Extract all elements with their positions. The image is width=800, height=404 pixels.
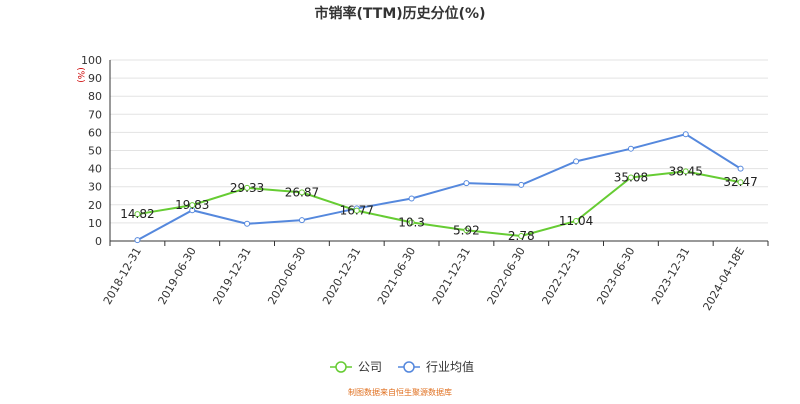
series-point-1 [518, 181, 525, 188]
series-point-0 [737, 179, 744, 186]
series-line-0 [137, 170, 741, 237]
series-point-1 [682, 131, 689, 138]
series-lines [134, 131, 744, 244]
data-label: 10.3 [398, 215, 425, 229]
legend: 公司 行业均值 [330, 359, 474, 374]
y-tick-label: 60 [88, 126, 102, 139]
series-line-1 [136, 133, 742, 241]
series-point-0 [244, 184, 251, 191]
x-tick-label: 2024-04-18E [700, 245, 747, 313]
series-point-1 [737, 165, 744, 172]
data-label: 16.77 [340, 204, 374, 218]
series-point-0 [573, 218, 580, 225]
data-label: 19.83 [175, 198, 209, 212]
series-point-0 [134, 211, 141, 218]
series-point-1 [408, 195, 415, 202]
data-label: 11.04 [559, 214, 593, 228]
x-tick-label: 2020-06-30 [265, 245, 308, 307]
data-label: 5.92 [453, 223, 480, 237]
legend-marker-1 [403, 361, 415, 373]
grid-lines [110, 59, 768, 224]
data-labels: 14.82 19.83 29.33 26.87 16.77 10.3 5.92 2.78 11.… [120, 164, 758, 243]
x-tick-label: 2023-06-30 [594, 245, 637, 307]
x-tick-label: 2021-12-31 [430, 245, 473, 307]
source-note: 制图数据来自恒生聚源数据库 [348, 387, 452, 397]
series-point-1 [134, 237, 141, 244]
x-tick-label: 2019-06-30 [156, 245, 199, 307]
data-label: 2.78 [508, 229, 535, 243]
x-tick-label: 2018-12-31 [101, 245, 144, 307]
series-point-0 [518, 232, 525, 239]
x-tick-label: 2022-12-31 [539, 245, 582, 307]
y-tick-label: 0 [95, 235, 102, 248]
axes: 0 10 20 30 40 50 60 70 80 90 100 2018-12-31 2019-06-… [81, 54, 769, 313]
y-axis-unit: (%) [75, 67, 85, 83]
series-point-0 [463, 227, 470, 234]
series-point-0 [682, 168, 689, 175]
y-tick-label: 40 [88, 163, 102, 176]
y-tick-label: 50 [88, 145, 102, 158]
series-point-0 [298, 189, 305, 196]
series-point-1 [463, 180, 470, 187]
y-tick-label: 20 [88, 199, 102, 212]
series-point-0 [408, 219, 415, 226]
x-tick-label: 2021-06-30 [375, 245, 418, 307]
series-point-1 [627, 145, 634, 152]
legend-label-0: 公司 [358, 360, 382, 374]
data-label: 29.33 [230, 181, 264, 195]
x-tick-label: 2022-06-30 [485, 245, 528, 307]
series-point-1 [573, 158, 580, 165]
data-label: 38.45 [669, 164, 703, 178]
data-label: 35.08 [614, 171, 648, 185]
legend-marker-0 [335, 361, 347, 373]
x-tick-label: 2023-12-31 [649, 245, 692, 307]
y-tick-label: 30 [88, 181, 102, 194]
data-label: 26.87 [285, 185, 319, 199]
data-label: 14.82 [120, 207, 154, 221]
series-point-0 [627, 174, 634, 181]
series-point-0 [353, 207, 360, 214]
y-tick-label: 10 [88, 217, 102, 230]
y-tick-label: 70 [88, 108, 102, 121]
series-point-1 [244, 220, 251, 227]
chart-title: 市销率(TTM)历史分位(%) [315, 5, 486, 22]
series-point-1 [298, 217, 305, 224]
y-tick-label: 90 [88, 72, 102, 85]
x-tick-label: 2019-12-31 [210, 245, 253, 307]
y-tick-label: 80 [88, 90, 102, 103]
y-tick-label: 100 [81, 54, 102, 67]
x-tick-label: 2020-12-31 [320, 245, 363, 307]
data-label: 32.47 [723, 175, 757, 189]
legend-label-1: 行业均值 [426, 359, 474, 374]
series-point-0 [189, 202, 196, 209]
